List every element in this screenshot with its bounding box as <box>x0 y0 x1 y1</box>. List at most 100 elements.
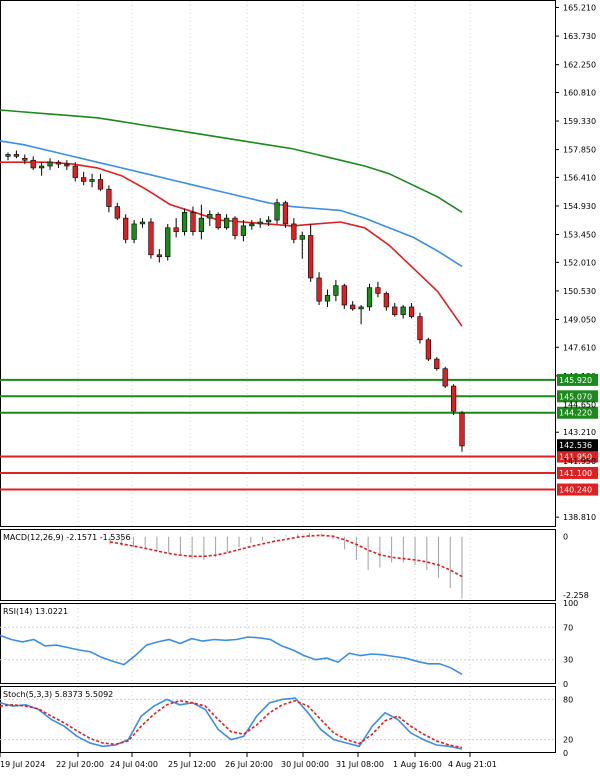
stoch-y-tick-label: 0 <box>563 749 568 758</box>
y-tick-label: 162.250 <box>563 61 596 70</box>
candle-body <box>341 285 347 306</box>
extra-price-label: 144.650 <box>563 400 596 409</box>
candle-body <box>81 177 87 182</box>
ma-green-line <box>0 109 463 213</box>
rsi-title: RSI(14) 13.0221 <box>3 607 68 616</box>
x-tick-label: 26 Jul 20:00 <box>225 760 273 769</box>
x-tick-label: 25 Jul 12:00 <box>168 760 216 769</box>
candle-body <box>47 161 53 167</box>
candle-body <box>308 235 314 279</box>
level-tag-label: 140.240 <box>559 486 592 495</box>
level-tag-bg <box>557 406 598 419</box>
candle-body <box>375 287 381 294</box>
y-tick-label: 147.610 <box>563 343 596 352</box>
candle-body <box>291 223 297 240</box>
x-tick-label: 24 Jul 04:00 <box>110 760 158 769</box>
level-tag-label: 141.950 <box>559 453 592 462</box>
candle-body <box>64 163 70 167</box>
candle-body <box>114 206 120 219</box>
stoch-y-tick-label: 20 <box>563 736 573 745</box>
macd-title: MACD(12,26,9) -2.1571 -1.5356 <box>3 533 131 542</box>
macd-signal-line <box>109 534 463 578</box>
candle-body <box>417 316 423 341</box>
y-tick-label: 157.850 <box>563 146 596 155</box>
candle-body <box>232 217 238 236</box>
candle-body <box>131 223 137 240</box>
candle-body <box>181 212 188 232</box>
current-price-label: 142.536 <box>559 441 592 450</box>
candle-body <box>459 412 465 447</box>
candle-body <box>89 179 95 182</box>
level-tag-bg <box>557 483 598 496</box>
candle-body <box>316 277 322 302</box>
candle-body <box>215 213 221 229</box>
candle-body <box>240 225 247 236</box>
rsi-y-tick-label: 70 <box>563 623 573 632</box>
y-tick-label: 153.450 <box>563 231 596 240</box>
x-tick-label: 31 Jul 08:00 <box>336 760 384 769</box>
candle-body <box>450 385 457 412</box>
pane-frame-rsi <box>0 603 556 684</box>
pane-frame-stoch <box>0 686 556 753</box>
candle-body <box>198 217 204 232</box>
candle-body <box>165 227 171 258</box>
candle-body <box>392 306 398 315</box>
candle-body <box>223 217 230 229</box>
x-tick-label: 4 Aug 21:01 <box>448 760 497 769</box>
candle-body <box>97 179 104 190</box>
y-tick-label: 154.930 <box>563 202 596 211</box>
candle-body <box>173 227 179 232</box>
candle-body <box>434 358 440 370</box>
rsi-y-tick-label: 0 <box>563 680 568 689</box>
extra-price-label: 141.950 <box>563 457 596 466</box>
candle-body <box>282 202 289 225</box>
candle-body <box>190 212 196 232</box>
candle-body <box>148 221 154 256</box>
y-tick-label: 143.210 <box>563 428 596 437</box>
ma-blue-line <box>0 140 463 268</box>
level-tag-label: 145.920 <box>559 376 592 385</box>
candle-body <box>366 287 373 308</box>
candle-body <box>123 217 129 240</box>
y-tick-label: 150.530 <box>563 287 596 296</box>
candle-body <box>39 165 45 169</box>
candle-body <box>358 306 364 310</box>
candle-body <box>324 295 331 302</box>
candle-body <box>5 154 11 157</box>
candle-body <box>207 213 213 219</box>
level-tag-bg <box>557 373 598 386</box>
level-tag-label: 141.100 <box>559 469 592 478</box>
candle-body <box>106 188 112 207</box>
candle-body <box>139 221 146 225</box>
stoch-title: Stoch(5,3,3) 5.8373 5.5092 <box>3 690 113 699</box>
candle-body <box>383 293 389 308</box>
x-tick-label: 30 Jul 00:00 <box>281 760 329 769</box>
level-tag-bg <box>557 450 598 463</box>
candle-body <box>30 159 36 169</box>
rsi-y-tick-label: 30 <box>563 656 573 665</box>
stoch-y-tick-label: 80 <box>563 695 573 704</box>
x-tick-label: 19 Jul 2024 <box>0 760 45 769</box>
y-tick-label: 149.050 <box>563 315 596 324</box>
x-tick-label: 1 Aug 16:00 <box>393 760 442 769</box>
stoch-d-line <box>0 699 463 749</box>
candle-body <box>13 154 20 157</box>
candle-body <box>156 254 162 258</box>
candle-body <box>333 285 339 296</box>
candle-body <box>249 223 255 227</box>
candle-body <box>442 368 448 387</box>
rsi-y-tick-label: 100 <box>563 599 578 608</box>
candle-body <box>299 235 305 240</box>
current-price-tag-bg <box>557 439 598 452</box>
level-tag-bg <box>557 466 598 479</box>
candle-body <box>350 304 356 310</box>
y-tick-label: 156.410 <box>563 173 596 182</box>
macd-y-tick-label: -2.258 <box>563 591 589 600</box>
level-tag-bg <box>557 390 598 403</box>
x-tick-label: 22 Jul 20:00 <box>56 760 104 769</box>
pane-frame-macd <box>0 529 556 601</box>
candle-body <box>408 306 415 317</box>
candle-body <box>274 202 280 221</box>
